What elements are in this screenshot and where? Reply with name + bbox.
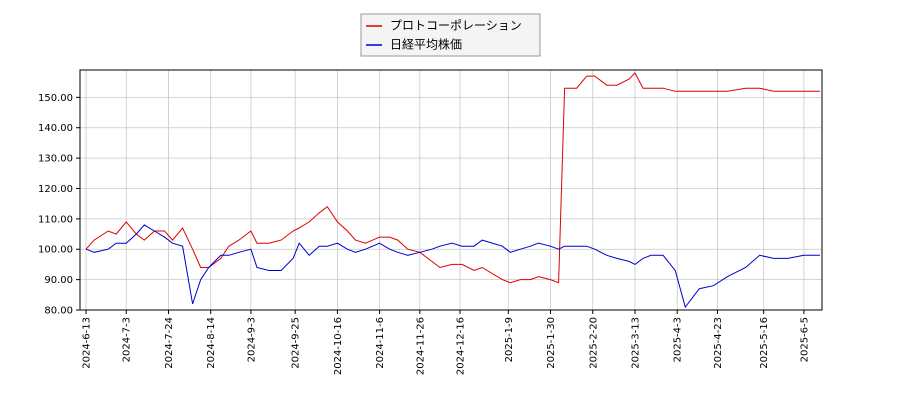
x-tick-label: 2024-7-24 [164, 317, 175, 369]
x-tick-label: 2025-6-5 [799, 317, 810, 362]
y-tick-label: 110.00 [38, 214, 73, 225]
legend-box [360, 13, 541, 57]
y-tick-label: 80.00 [44, 306, 73, 317]
y-tick-label: 150.00 [38, 93, 73, 104]
x-tick-label: 2024-6-13 [82, 317, 93, 369]
x-tick-label: 2024-11-6 [375, 317, 386, 369]
y-tick-label: 140.00 [38, 123, 73, 134]
x-tick-label: 2025-4-23 [713, 317, 724, 369]
y-tick-label: 100.00 [38, 245, 73, 256]
x-tick-label: 2024-9-25 [291, 317, 302, 369]
x-tick-label: 2024-12-16 [456, 317, 467, 375]
x-tick-label: 2025-1-9 [504, 317, 515, 362]
x-tick-label: 2025-4-3 [673, 317, 684, 362]
y-tick-label: 120.00 [38, 184, 73, 195]
legend-label: 日経平均株価 [390, 37, 462, 52]
plot-frame [79, 69, 823, 311]
x-tick-label: 2025-5-16 [759, 317, 770, 369]
x-tick-label: 2025-1-30 [546, 317, 557, 369]
x-tick-label: 2024-8-14 [206, 317, 217, 369]
y-tick-label: 130.00 [38, 154, 73, 165]
x-tick-label: 2024-7-3 [122, 317, 133, 362]
x-tick-label: 2025-2-20 [588, 317, 599, 369]
x-tick-label: 2025-3-13 [630, 317, 641, 369]
x-tick-label: 2024-11-26 [415, 317, 426, 375]
legend-label: プロトコーポレーション [390, 19, 522, 33]
line [85, 224, 820, 309]
y-tick-label: 90.00 [44, 275, 73, 286]
line [85, 72, 820, 284]
x-tick-label: 2024-9-3 [246, 317, 257, 362]
x-tick-label: 2024-10-16 [333, 317, 344, 375]
